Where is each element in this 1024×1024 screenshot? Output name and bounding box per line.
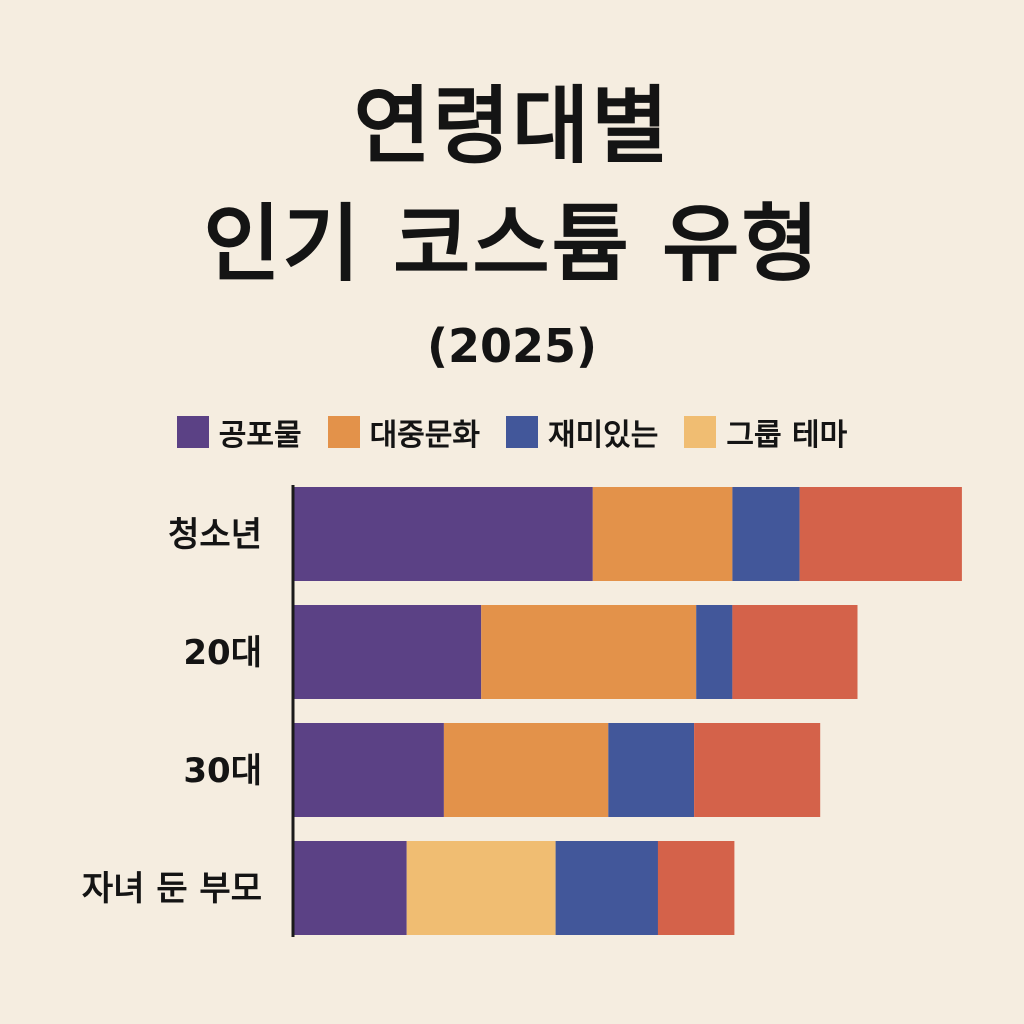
legend-swatch-funny — [505, 416, 538, 448]
bar-segment-teens-4 — [799, 487, 962, 581]
legend-label-pop-culture: 대중문화 — [369, 418, 480, 453]
bar-segment-parents-4 — [657, 841, 735, 935]
bars-group — [293, 487, 962, 935]
category-label-20s: 20대 — [183, 633, 262, 673]
category-label-teens: 청소년 — [168, 515, 262, 555]
bar-segment-20s-2 — [481, 605, 697, 699]
bar-segment-parents-3 — [555, 841, 658, 935]
bar-segment-parents-2 — [406, 841, 556, 935]
bar-segment-parents-1 — [293, 841, 407, 935]
legend-item-group-theme: 그룹 테마 — [684, 410, 847, 454]
category-label-parents: 자녀 둔 부모 — [82, 869, 262, 909]
bar-segment-20s-1 — [293, 605, 482, 699]
legend-item-funny: 재미있는 — [505, 410, 659, 454]
category-label-30s: 30대 — [183, 751, 262, 791]
bar-segment-30s-2 — [443, 723, 609, 817]
bar-segment-teens-3 — [732, 487, 800, 581]
bar-segment-30s-1 — [293, 723, 444, 817]
legend: 공포물 대중문화 재미있는 그룹 테마 — [0, 410, 1024, 454]
legend-item-horror: 공포물 — [176, 410, 302, 454]
chart-title-line2: 인기 코스튬 유형 — [203, 195, 821, 293]
bar-segment-30s-4 — [694, 723, 821, 817]
bar-segment-teens-1 — [293, 487, 593, 581]
bar-segment-30s-3 — [608, 723, 695, 817]
bar-segment-20s-3 — [696, 605, 733, 699]
legend-swatch-group-theme — [684, 416, 717, 448]
legend-swatch-pop-culture — [327, 416, 360, 448]
legend-label-horror: 공포물 — [218, 418, 302, 453]
bar-segment-teens-2 — [592, 487, 733, 581]
legend-label-funny: 재미있는 — [547, 418, 659, 453]
chart-title-line1: 연령대별 — [353, 77, 671, 175]
legend-swatch-horror — [176, 416, 209, 448]
bar-segment-20s-4 — [732, 605, 858, 699]
legend-item-pop-culture: 대중문화 — [327, 410, 480, 454]
legend-label-group-theme: 그룹 테마 — [726, 418, 848, 453]
chart-subtitle: (2025) — [426, 319, 598, 373]
